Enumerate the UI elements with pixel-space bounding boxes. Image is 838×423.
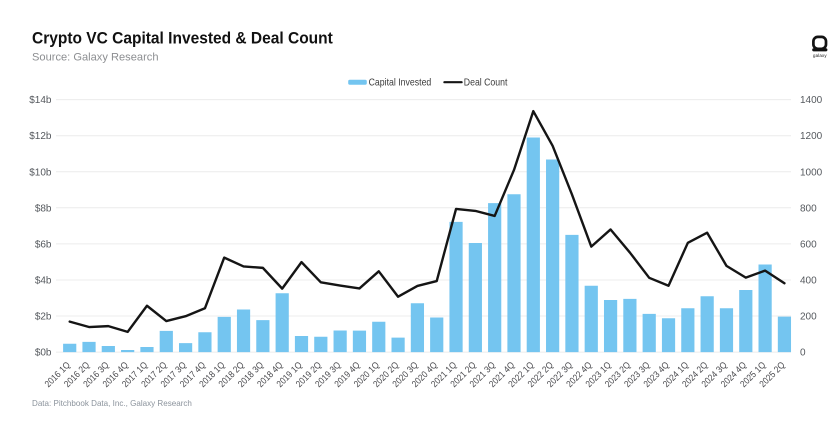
svg-text:200: 200 <box>800 312 817 323</box>
svg-text:Data: Pitchbook Data, Inc., Ga: Data: Pitchbook Data, Inc., Galaxy Resea… <box>32 398 192 408</box>
svg-text:1400: 1400 <box>800 95 823 106</box>
svg-text:galaxy: galaxy <box>813 53 827 58</box>
svg-text:Capital Invested: Capital Invested <box>369 76 432 88</box>
svg-text:$12b: $12b <box>29 131 52 142</box>
svg-text:Deal Count: Deal Count <box>464 76 508 88</box>
svg-text:600: 600 <box>800 239 817 250</box>
svg-text:$0b: $0b <box>35 348 52 359</box>
svg-text:$10b: $10b <box>29 167 52 178</box>
svg-text:Source: Galaxy Research: Source: Galaxy Research <box>32 52 159 64</box>
svg-text:0: 0 <box>800 348 806 359</box>
svg-text:1200: 1200 <box>800 131 823 142</box>
svg-text:$14b: $14b <box>29 95 52 106</box>
svg-text:1000: 1000 <box>800 167 823 178</box>
svg-text:400: 400 <box>800 276 817 287</box>
svg-text:Crypto VC Capital Invested & D: Crypto VC Capital Invested & Deal Count <box>32 29 333 48</box>
svg-text:800: 800 <box>800 203 817 214</box>
svg-text:$4b: $4b <box>35 276 52 287</box>
svg-text:$2b: $2b <box>35 312 52 323</box>
svg-text:$6b: $6b <box>35 239 52 250</box>
svg-text:$8b: $8b <box>35 203 52 214</box>
